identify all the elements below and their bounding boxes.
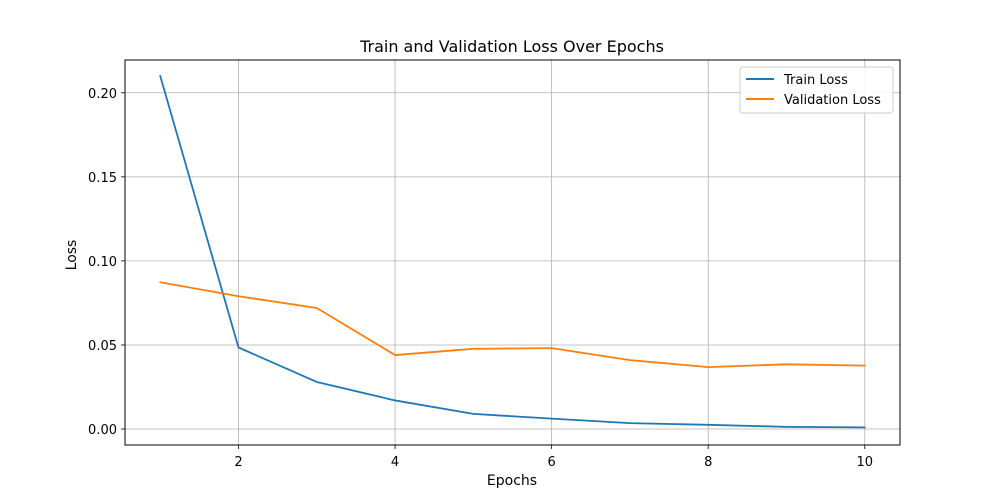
x-tick-label: 6 [548, 455, 556, 470]
x-axis-ticks: 2 4 6 8 10 [234, 445, 873, 470]
legend-label-validation-loss: Validation Loss [784, 93, 881, 108]
x-tick-label: 2 [234, 455, 242, 470]
legend: Train Loss Validation Loss [739, 66, 894, 114]
y-tick-label: 0.10 [88, 255, 117, 270]
y-axis-ticks: 0.00 0.05 0.10 0.15 0.20 [88, 87, 125, 438]
x-axis-label: Epochs [487, 473, 537, 489]
plot-area-frame [124, 59, 901, 446]
chart-title: Train and Validation Loss Over Epochs [359, 37, 664, 56]
y-tick-label: 0.20 [88, 87, 117, 102]
x-tick-label: 8 [704, 455, 712, 470]
y-axis-label: Loss [64, 240, 80, 271]
y-tick-label: 0.05 [88, 339, 117, 354]
y-tick-label: 0.15 [88, 171, 117, 186]
series-lines [159, 75, 866, 429]
y-tick-label: 0.00 [88, 423, 117, 438]
x-tick-label: 4 [391, 455, 399, 470]
legend-box [739, 66, 894, 114]
series-line-validation-loss [159, 281, 866, 369]
x-tick-label: 10 [856, 455, 873, 470]
series-line-train-loss [159, 75, 866, 429]
legend-label-train-loss: Train Loss [783, 73, 848, 88]
